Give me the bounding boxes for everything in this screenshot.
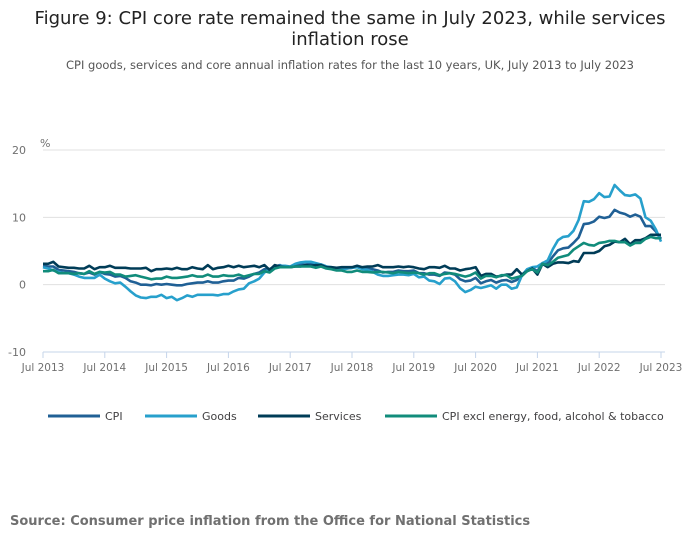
x-tick-label: Jul 2021 [515, 362, 559, 374]
legend-label: CPI excl energy, food, alcohol & tobacco [442, 410, 664, 423]
x-tick-label: Jul 2023 [639, 362, 683, 374]
series-line-cpi-excl-energy-food-alcohol-tobacco [43, 235, 661, 281]
y-tick-label: 0 [19, 279, 26, 292]
legend-label: Services [315, 410, 362, 423]
y-axis-unit: % [40, 137, 50, 150]
x-tick-label: Jul 2022 [577, 362, 621, 374]
x-tick-label: Jul 2015 [144, 362, 188, 374]
legend-label: Goods [202, 410, 237, 423]
x-tick-label: Jul 2014 [82, 362, 126, 374]
y-tick-label: 20 [12, 144, 26, 157]
legend-label: CPI [105, 410, 123, 423]
series-line-services [43, 233, 661, 278]
x-tick-label: Jul 2017 [268, 362, 312, 374]
chart-title: Figure 9: CPI core rate remained the sam… [34, 8, 666, 50]
x-tick-label: Jul 2019 [391, 362, 435, 374]
chart-subtitle: CPI goods, services and core annual infl… [66, 58, 634, 72]
x-tick-label: Jul 2018 [330, 362, 374, 374]
x-tick-label: Jul 2013 [21, 362, 65, 374]
y-tick-label: -10 [8, 346, 26, 359]
x-tick-label: Jul 2016 [206, 362, 250, 374]
y-tick-label: 10 [12, 211, 26, 224]
source-note: Source: Consumer price inflation from th… [10, 514, 531, 529]
x-tick-label: Jul 2020 [453, 362, 497, 374]
